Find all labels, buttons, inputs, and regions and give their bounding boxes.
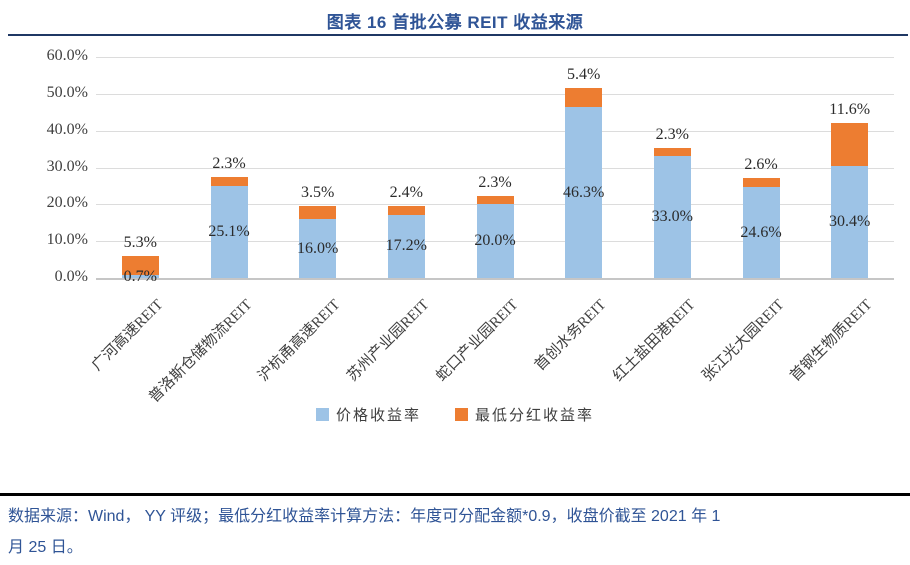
y-axis-tick-label: 30.0% [46,157,88,175]
bar-segment-dividend-yield [387,205,425,215]
bar-segment-price-return [476,204,514,278]
data-label-price-return: 30.4% [828,213,871,230]
category-label: 蛇口产业园REIT [433,296,522,385]
legend-item: 价格收益率 [315,404,421,425]
gridline [96,93,894,95]
gridline [96,57,894,58]
data-label-dividend-yield: 2.3% [478,173,512,191]
legend-swatch-icon [315,408,329,421]
data-label-price-return: 33.0% [651,208,693,226]
data-label-dividend-yield: 2.3% [212,155,246,173]
bar-segment-dividend-yield [831,123,869,167]
data-label-dividend-yield: 11.6% [829,101,871,119]
data-label-price-return: 0.7% [123,267,157,285]
category-label: 首创水务REIT [532,296,610,375]
data-label-dividend-yield: 2.4% [389,183,423,201]
data-label-price-return: 46.3% [562,183,605,201]
bar-segment-dividend-yield [742,177,780,188]
legend-swatch-icon [455,408,468,421]
bar-segment-price-return [831,166,869,278]
bar-segment-price-return [742,187,780,278]
bar-segment-price-return [387,214,425,278]
source-note-line: 数据来源：Wind， YY 评级；最低分红收益率计算方法：年度可分配金额*0.9… [8,508,721,525]
bar-segment-dividend-yield [299,206,337,220]
bar-segment-dividend-yield [653,147,691,157]
title-divider [8,34,908,36]
data-label-price-return: 20.0% [474,232,516,250]
data-label-dividend-yield: 2.3% [655,125,689,143]
category-label: 张江光大园REIT [699,296,788,385]
legend-label: 最低分红收益率 [475,408,595,424]
bar-segment-price-return [121,275,159,278]
category-label: 首钢生物质REIT [787,296,876,385]
gridline [96,167,894,169]
bar-segment-dividend-yield [210,177,248,186]
bar-segment-dividend-yield [476,195,514,205]
source-note: 数据来源：Wind， YY 评级；最低分红收益率计算方法：年度可分配金额*0.9… [0,493,910,563]
y-axis-tick-label: 40.0% [46,120,88,138]
bar-segment-dividend-yield [565,87,603,108]
y-axis-tick-label: 0.0% [54,268,88,285]
bar-segment-price-return [299,219,337,278]
y-axis-tick-label: 50.0% [46,83,88,101]
gridline [96,130,894,132]
category-label: 沪杭甬高速REIT [255,296,344,385]
bar-segment-price-return [565,107,603,278]
category-label: 苏州产业园REIT [344,296,433,385]
legend-label: 价格收益率 [335,408,421,424]
y-axis-tick-label: 60.0% [46,47,88,64]
data-label-price-return: 16.0% [296,239,339,257]
data-label-dividend-yield: 3.5% [300,184,335,202]
y-axis-tick-label: 20.0% [46,194,88,212]
stacked-bar-chart: 0.0% 10.0% 20.0% 30.0% 40.0% 50.0% 60.0% 0.7% 5.… [0,45,910,493]
bar-segment-dividend-yield [121,255,159,276]
legend-item: 最低分红收益率 [455,404,594,425]
figure-title: 图表 16 首批公募 REIT 收益来源 [326,13,584,32]
chart-legend: 价格收益率 最低分红收益率 [0,404,910,425]
source-note-line: 月 25 日。 [8,539,83,556]
y-axis-tick-label: 10.0% [46,231,88,249]
bar-segment-price-return [653,156,691,278]
data-label-price-return: 17.2% [385,237,427,255]
x-axis-line [96,278,894,280]
data-label-price-return: 25.1% [208,222,250,240]
data-label-price-return: 24.6% [740,223,782,241]
data-label-dividend-yield: 5.3% [123,233,157,251]
data-label-dividend-yield: 2.6% [744,155,778,173]
category-label: 广河高速REIT [89,296,167,375]
data-label-dividend-yield: 5.4% [566,65,601,83]
bar-segment-price-return [210,185,248,278]
category-label: 红土盐田港REIT [610,296,699,385]
